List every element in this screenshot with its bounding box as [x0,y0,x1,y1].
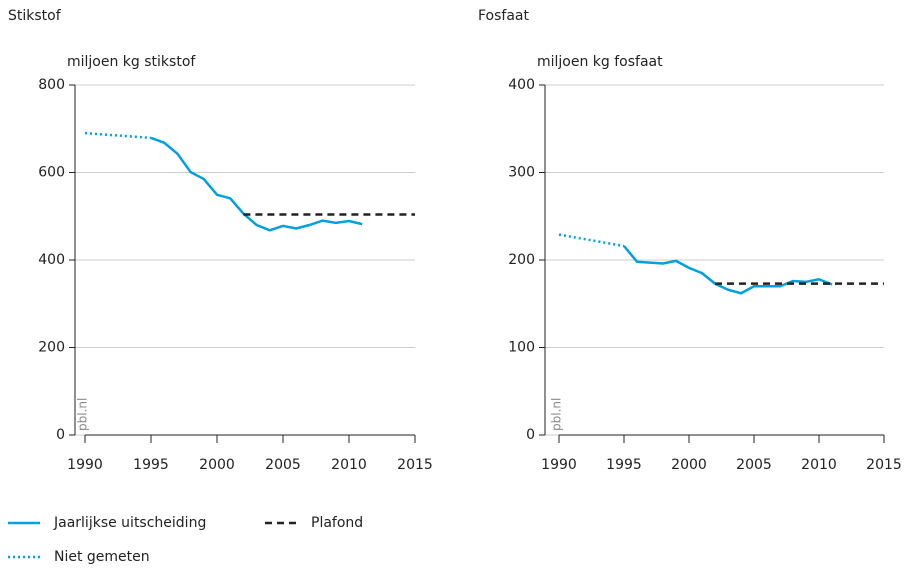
x-tick-label: 2005 [736,457,772,473]
data-line [558,233,625,248]
x-tick-label: 1990 [541,457,577,473]
chart-title: Fosfaat [478,8,530,24]
x-tick-label: 2010 [801,457,837,473]
y-tick-label: 600 [38,165,65,181]
chart-title: Stikstof [8,8,62,24]
x-tick-label: 2000 [199,457,235,473]
y-tick-label: 0 [56,427,65,443]
x-tick-label: 1995 [606,457,642,473]
y-tick-label: 100 [508,340,535,356]
x-tick-label: 2015 [866,457,902,473]
data-line [150,136,363,232]
x-tick-label: 2000 [671,457,707,473]
y-tick-label: 400 [38,252,65,268]
y-tick-label: 200 [508,252,535,268]
y-axis-label: miljoen kg fosfaat [537,54,663,70]
data-line [84,131,152,140]
x-tick-label: 2005 [265,457,301,473]
x-tick-label: 1990 [67,457,103,473]
y-tick-label: 0 [526,427,535,443]
y-tick-label: 800 [38,77,65,93]
y-axis-label: miljoen kg stikstof [67,54,196,70]
legend-label: Plafond [311,515,363,531]
y-tick-label: 200 [38,340,65,356]
source-label: pbl.nl [550,398,564,431]
y-tick-label: 300 [508,165,535,181]
x-tick-label: 2010 [331,457,367,473]
legend-label: Niet gemeten [54,549,150,565]
source-label: pbl.nl [76,398,90,431]
y-tick-label: 400 [508,77,535,93]
x-tick-label: 2015 [397,457,433,473]
x-tick-label: 1995 [133,457,169,473]
legend-label: Jaarlijkse uitscheiding [53,515,206,531]
data-line [623,245,833,295]
